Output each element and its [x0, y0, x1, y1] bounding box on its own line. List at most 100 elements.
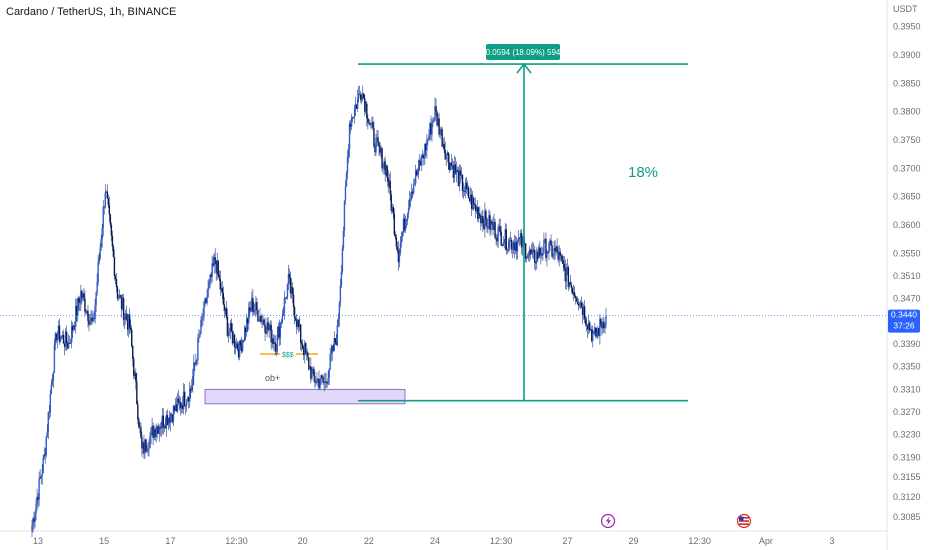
order-block-zone[interactable] — [204, 388, 406, 405]
candle-body — [486, 218, 488, 228]
candle-body — [386, 165, 388, 178]
candle-body — [145, 439, 147, 451]
candle-body — [597, 328, 599, 333]
candle-body — [136, 381, 138, 405]
lightning-icon[interactable] — [600, 513, 616, 529]
candle-body — [329, 354, 331, 370]
candle-body — [528, 249, 531, 254]
candle-body — [177, 398, 180, 403]
candle-body — [299, 324, 302, 343]
candle-body — [542, 253, 544, 256]
candle-body — [83, 293, 85, 299]
candle-body — [262, 319, 264, 321]
candle-body — [384, 161, 386, 175]
candle-body — [221, 288, 224, 294]
time-tick-label: 27 — [562, 536, 572, 546]
price-tick-label: 0.3120 — [893, 492, 921, 502]
candle-body — [350, 117, 353, 127]
candle-body — [126, 319, 129, 330]
candle-body — [489, 215, 491, 231]
price-tick-label: 0.3310 — [893, 384, 921, 394]
candle-body — [402, 218, 405, 232]
candle-body — [345, 173, 348, 187]
candle-body — [253, 310, 255, 313]
candle-body — [207, 288, 209, 297]
candle-body — [396, 246, 399, 250]
candle-body — [431, 123, 433, 135]
candle-body — [423, 157, 425, 159]
candle-body — [302, 344, 304, 349]
candle-body — [590, 329, 592, 331]
candle-body — [131, 330, 133, 347]
candle-body — [437, 118, 439, 126]
candle-body — [410, 191, 413, 199]
candle-body — [464, 182, 467, 192]
candle-body — [75, 305, 77, 327]
candle-body — [470, 194, 473, 209]
candle-body — [135, 373, 137, 382]
candle-body — [454, 164, 457, 174]
candle-body — [163, 426, 166, 428]
candle-body — [47, 412, 49, 432]
measure-tool[interactable] — [358, 62, 688, 402]
candle-body — [266, 322, 268, 334]
candle-body — [499, 226, 501, 232]
candle-body — [381, 148, 383, 169]
candle-body — [564, 267, 566, 282]
candle-body — [348, 123, 351, 150]
candle-body — [50, 384, 53, 394]
candle-body — [150, 428, 152, 436]
candle-body — [557, 252, 559, 260]
candle-body — [258, 320, 260, 322]
candle-body — [391, 207, 393, 211]
candle-body — [603, 321, 605, 329]
candle-body — [404, 219, 407, 231]
candle-body — [552, 254, 554, 257]
candle-body — [218, 274, 220, 279]
candle-body — [122, 298, 125, 320]
measure-arrow-head — [516, 62, 532, 74]
candle-body — [202, 316, 204, 319]
candle-body — [433, 120, 435, 122]
candle-body — [286, 284, 289, 298]
us-flag-icon[interactable] — [736, 513, 752, 529]
candle-body — [146, 450, 148, 452]
candle-body — [275, 351, 277, 353]
candle-body — [99, 247, 101, 259]
candle-body — [383, 161, 385, 166]
candle-body — [182, 391, 185, 410]
price-tick-label: 0.3350 — [893, 362, 921, 372]
candle-body — [580, 302, 583, 308]
candle-body — [263, 319, 265, 325]
candle-body — [547, 252, 549, 254]
candle-body — [367, 118, 369, 123]
candle-body — [419, 160, 421, 163]
candle-body — [55, 333, 58, 341]
candle-body — [541, 253, 543, 256]
current-price-tag: 0.3440 37:26 — [888, 309, 920, 333]
candle-body — [165, 415, 168, 429]
candle-body — [211, 263, 213, 277]
candle-body — [447, 152, 449, 163]
candle-body — [505, 229, 507, 250]
price-tick-label: 0.3270 — [893, 407, 921, 417]
candle-body — [374, 146, 376, 153]
time-axis-ticks: 13 15 17 12:30 20 22 24 12:30 27 29 12:30 Apr 3 — [33, 536, 835, 546]
candle-body — [524, 243, 527, 259]
candle-body — [519, 233, 522, 239]
candle-body — [308, 357, 310, 370]
candle-body — [577, 303, 580, 306]
candle-body — [600, 318, 602, 325]
candle-body — [311, 370, 313, 379]
candle-body — [560, 255, 562, 257]
candle-body — [481, 216, 483, 224]
candle-body — [497, 227, 499, 242]
candle-body — [491, 221, 493, 225]
candle-body — [231, 331, 234, 344]
candle-body — [388, 180, 390, 187]
candle-body — [171, 414, 174, 422]
candle-body — [363, 93, 365, 99]
candle-body — [187, 397, 189, 402]
candle-body — [605, 315, 607, 325]
